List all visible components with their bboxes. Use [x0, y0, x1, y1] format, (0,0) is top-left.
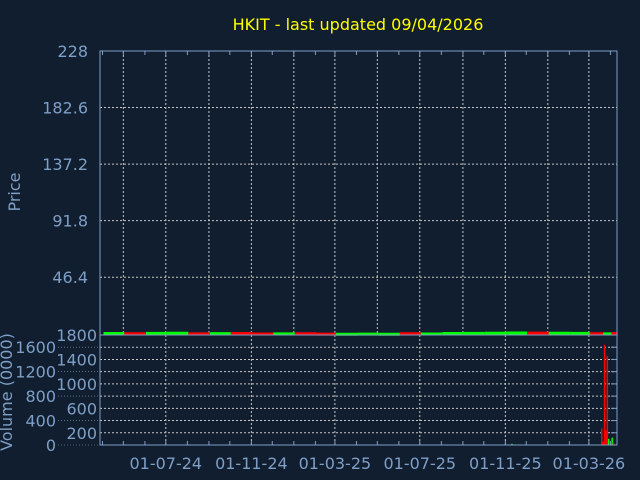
volume-bar — [612, 442, 615, 445]
chart-title: HKIT - last updated 09/04/2026 — [233, 15, 484, 34]
price-bar — [570, 331, 590, 335]
volume-bar — [602, 441, 604, 445]
x-tick-label: 01-07-24 — [129, 454, 202, 473]
price-bar — [603, 332, 612, 336]
price-bar — [484, 331, 507, 335]
volume-tick-label: 1800 — [56, 326, 97, 345]
volume-tick-label: 200 — [66, 424, 97, 443]
price-bar — [103, 332, 125, 336]
price-bar — [335, 332, 358, 336]
price-tick-label: 91.8 — [52, 212, 88, 231]
price-axes-frame — [99, 50, 618, 336]
volume-bar — [603, 344, 606, 445]
price-bar — [527, 331, 549, 335]
volume-axes-frame — [99, 334, 618, 446]
volume-bar — [606, 355, 609, 445]
price-bar — [166, 331, 189, 335]
price-bar — [399, 332, 421, 336]
price-bar — [252, 332, 274, 336]
price-bar — [230, 332, 253, 336]
volume-tick-label: 800 — [25, 387, 56, 406]
volume-tick-label: 1200 — [15, 363, 56, 382]
price-bar — [463, 331, 485, 335]
x-tick-label: 01-11-25 — [469, 454, 542, 473]
price-tick-label: 182.6 — [42, 99, 88, 118]
price-axis-label: Price — [5, 172, 24, 211]
price-tick-label: 46.4 — [52, 268, 88, 287]
price-tick-label: 228 — [57, 42, 88, 61]
price-bar — [124, 332, 146, 336]
price-bar — [548, 331, 571, 335]
volume-tick-label: 400 — [25, 412, 56, 431]
price-bar — [273, 332, 295, 336]
price-bar — [357, 332, 379, 336]
price-bar — [589, 332, 604, 336]
price-bar — [316, 332, 336, 336]
price-bar — [420, 332, 443, 336]
price-bar — [145, 331, 167, 335]
price-bar — [188, 332, 210, 336]
volume-bar — [600, 428, 603, 445]
price-bar — [209, 332, 231, 336]
volume-bar — [511, 443, 513, 445]
volume-bar — [611, 437, 613, 445]
volume-tick-label: 600 — [66, 399, 97, 418]
price-bar — [611, 332, 617, 336]
price-bar — [378, 332, 400, 336]
x-tick-label: 01-07-25 — [383, 454, 456, 473]
x-tick-label: 01-03-26 — [553, 454, 626, 473]
volume-tick-label: 1400 — [56, 350, 97, 369]
price-bar — [506, 331, 528, 335]
volume-axis-label: Volume (0000) — [0, 333, 16, 451]
x-tick-label: 01-11-24 — [215, 454, 288, 473]
volume-tick-label: 1600 — [15, 338, 56, 357]
volume-tick-label: 1000 — [56, 375, 97, 394]
price-bar — [294, 332, 317, 336]
volume-bar — [607, 438, 610, 445]
volume-tick-label: 0 — [46, 436, 56, 455]
price-tick-label: 137.2 — [42, 155, 88, 174]
price-bar — [442, 332, 464, 336]
volume-bar — [605, 430, 607, 445]
x-tick-label: 01-03-25 — [299, 454, 372, 473]
